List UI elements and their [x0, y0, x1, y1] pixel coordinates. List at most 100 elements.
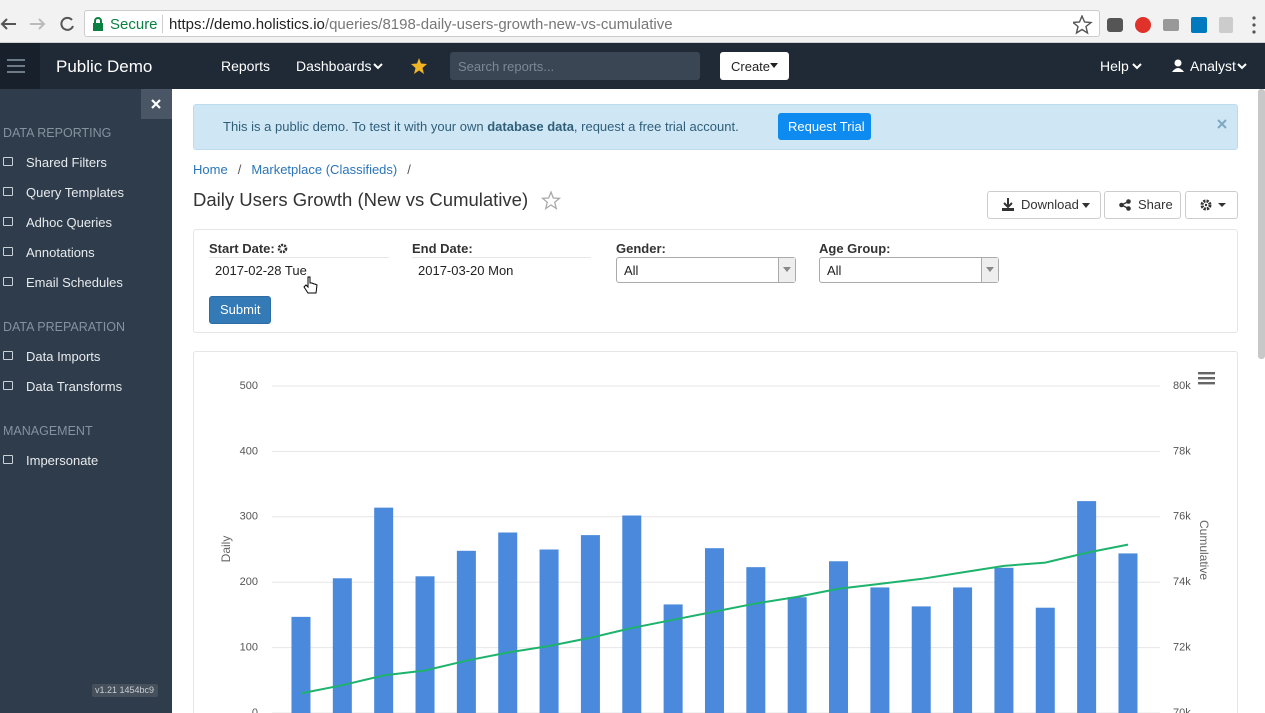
nav-link[interactable]: Dashboards	[296, 59, 372, 73]
bar	[374, 508, 393, 713]
y-tick-label: 200	[240, 576, 258, 588]
browser-extension-icons	[1073, 15, 1263, 35]
bar	[870, 587, 889, 713]
bar	[746, 567, 765, 713]
url: https://demo.holistics.io/queries/8198-d…	[169, 17, 673, 32]
breadcrumb: Home Marketplace (Classifieds)	[193, 163, 411, 176]
bar	[416, 576, 435, 713]
caret	[770, 63, 778, 69]
url-host: https://demo.holistics.io	[169, 16, 325, 33]
bar	[581, 535, 600, 713]
chart-menu[interactable]	[1198, 372, 1215, 384]
sidebar-section-title: MANAGEMENT	[3, 425, 93, 438]
filter-value: All	[827, 264, 841, 277]
bar	[705, 548, 724, 713]
bar	[291, 617, 310, 713]
select-input[interactable]	[819, 257, 999, 283]
menu-icon	[3, 351, 13, 360]
search-placeholder: Search reports...	[458, 60, 554, 73]
help-menu[interactable]: Help	[1100, 59, 1129, 73]
menu-icon	[3, 217, 13, 226]
bar	[333, 578, 352, 713]
bar	[953, 587, 972, 713]
y-tick-label: 400	[240, 445, 258, 457]
caret	[1237, 63, 1247, 71]
bar	[622, 515, 641, 713]
bar	[540, 550, 559, 713]
caret	[1082, 203, 1090, 209]
filter-value: 2017-03-20 Mon	[418, 264, 513, 277]
title-star[interactable]	[541, 191, 561, 210]
bar	[457, 551, 476, 713]
y-axis-label: Daily	[219, 536, 233, 563]
caret	[986, 267, 994, 273]
bar	[498, 532, 517, 713]
y2-tick-label: 78k	[1173, 445, 1191, 457]
y-tick-label: 300	[240, 511, 258, 523]
menu-icon	[3, 187, 13, 196]
sidebar-item[interactable]: Query Templates	[26, 186, 124, 199]
nav-link[interactable]: Reports	[221, 59, 270, 73]
bar	[1118, 553, 1137, 713]
breadcrumb-link[interactable]: Marketplace (Classifieds)	[251, 162, 411, 177]
sidebar-item[interactable]: Shared Filters	[26, 156, 107, 169]
sidebar-section-title: DATA PREPARATION	[3, 321, 125, 334]
y-tick-label: 500	[240, 380, 258, 392]
filter-label: Gender:	[616, 242, 666, 255]
create-label: Create	[731, 60, 770, 73]
y2-tick-label: 80k	[1173, 380, 1191, 392]
y-tick-label: 100	[240, 642, 258, 654]
y2-tick-label: 70k	[1173, 707, 1191, 713]
caret	[373, 63, 383, 71]
secure-label: Secure	[110, 17, 158, 32]
favorite-star[interactable]	[411, 58, 427, 74]
bar	[788, 597, 807, 713]
banner-text: This is a public demo. To test it with y…	[223, 120, 739, 133]
cursor	[303, 276, 319, 296]
banner-text-end: , request a free trial account.	[574, 119, 739, 134]
caret	[783, 267, 791, 273]
filter-settings-icon[interactable]	[277, 243, 288, 254]
filter-value: All	[624, 264, 638, 277]
url-path: /queries/8198-daily-users-growth-new-vs-…	[325, 16, 673, 33]
lock-icon	[92, 17, 104, 31]
menu-icon	[3, 157, 13, 166]
share-icon	[1119, 199, 1131, 211]
separator	[162, 15, 163, 33]
banner-bold: database data	[487, 119, 574, 134]
share-label: Share	[1138, 198, 1173, 211]
chart: 010020030040050070k72k74k76k78k80kDailyC…	[193, 351, 1238, 713]
breadcrumb-link[interactable]: Home	[193, 162, 241, 177]
filter-label: Age Group:	[819, 242, 891, 255]
banner-close[interactable]	[1217, 119, 1227, 129]
sidebar-item[interactable]: Data Transforms	[26, 380, 122, 393]
bar	[912, 606, 931, 713]
sidebar-item[interactable]: Impersonate	[26, 454, 98, 467]
sidebar-item[interactable]: Email Schedules	[26, 276, 123, 289]
menu-icon	[3, 455, 13, 464]
y2-tick-label: 72k	[1173, 642, 1191, 654]
download-icon	[1002, 198, 1014, 211]
version: v1.21 1454bc9	[95, 686, 154, 695]
user-menu[interactable]: Analyst	[1190, 59, 1236, 73]
filter-label: End Date:	[412, 242, 473, 255]
select-input[interactable]	[616, 257, 796, 283]
filter-value: 2017-02-28 Tue	[215, 264, 307, 277]
scrollbar	[1258, 89, 1265, 359]
bar	[829, 561, 848, 713]
bar	[994, 568, 1013, 713]
bar	[1036, 608, 1055, 713]
y2-tick-label: 74k	[1173, 576, 1191, 588]
sidebar	[0, 89, 172, 713]
sidebar-item[interactable]: Annotations	[26, 246, 95, 259]
report-title: Daily Users Growth (New vs Cumulative)	[193, 191, 528, 210]
caret	[1132, 63, 1142, 71]
brand[interactable]: Public Demo	[56, 58, 152, 75]
sidebar-item[interactable]: Adhoc Queries	[26, 216, 112, 229]
request-trial-label: Request Trial	[788, 120, 865, 133]
submit-label: Submit	[220, 303, 260, 316]
download-label: Download	[1021, 198, 1079, 211]
sidebar-item[interactable]: Data Imports	[26, 350, 100, 363]
user-icon	[1172, 59, 1184, 73]
